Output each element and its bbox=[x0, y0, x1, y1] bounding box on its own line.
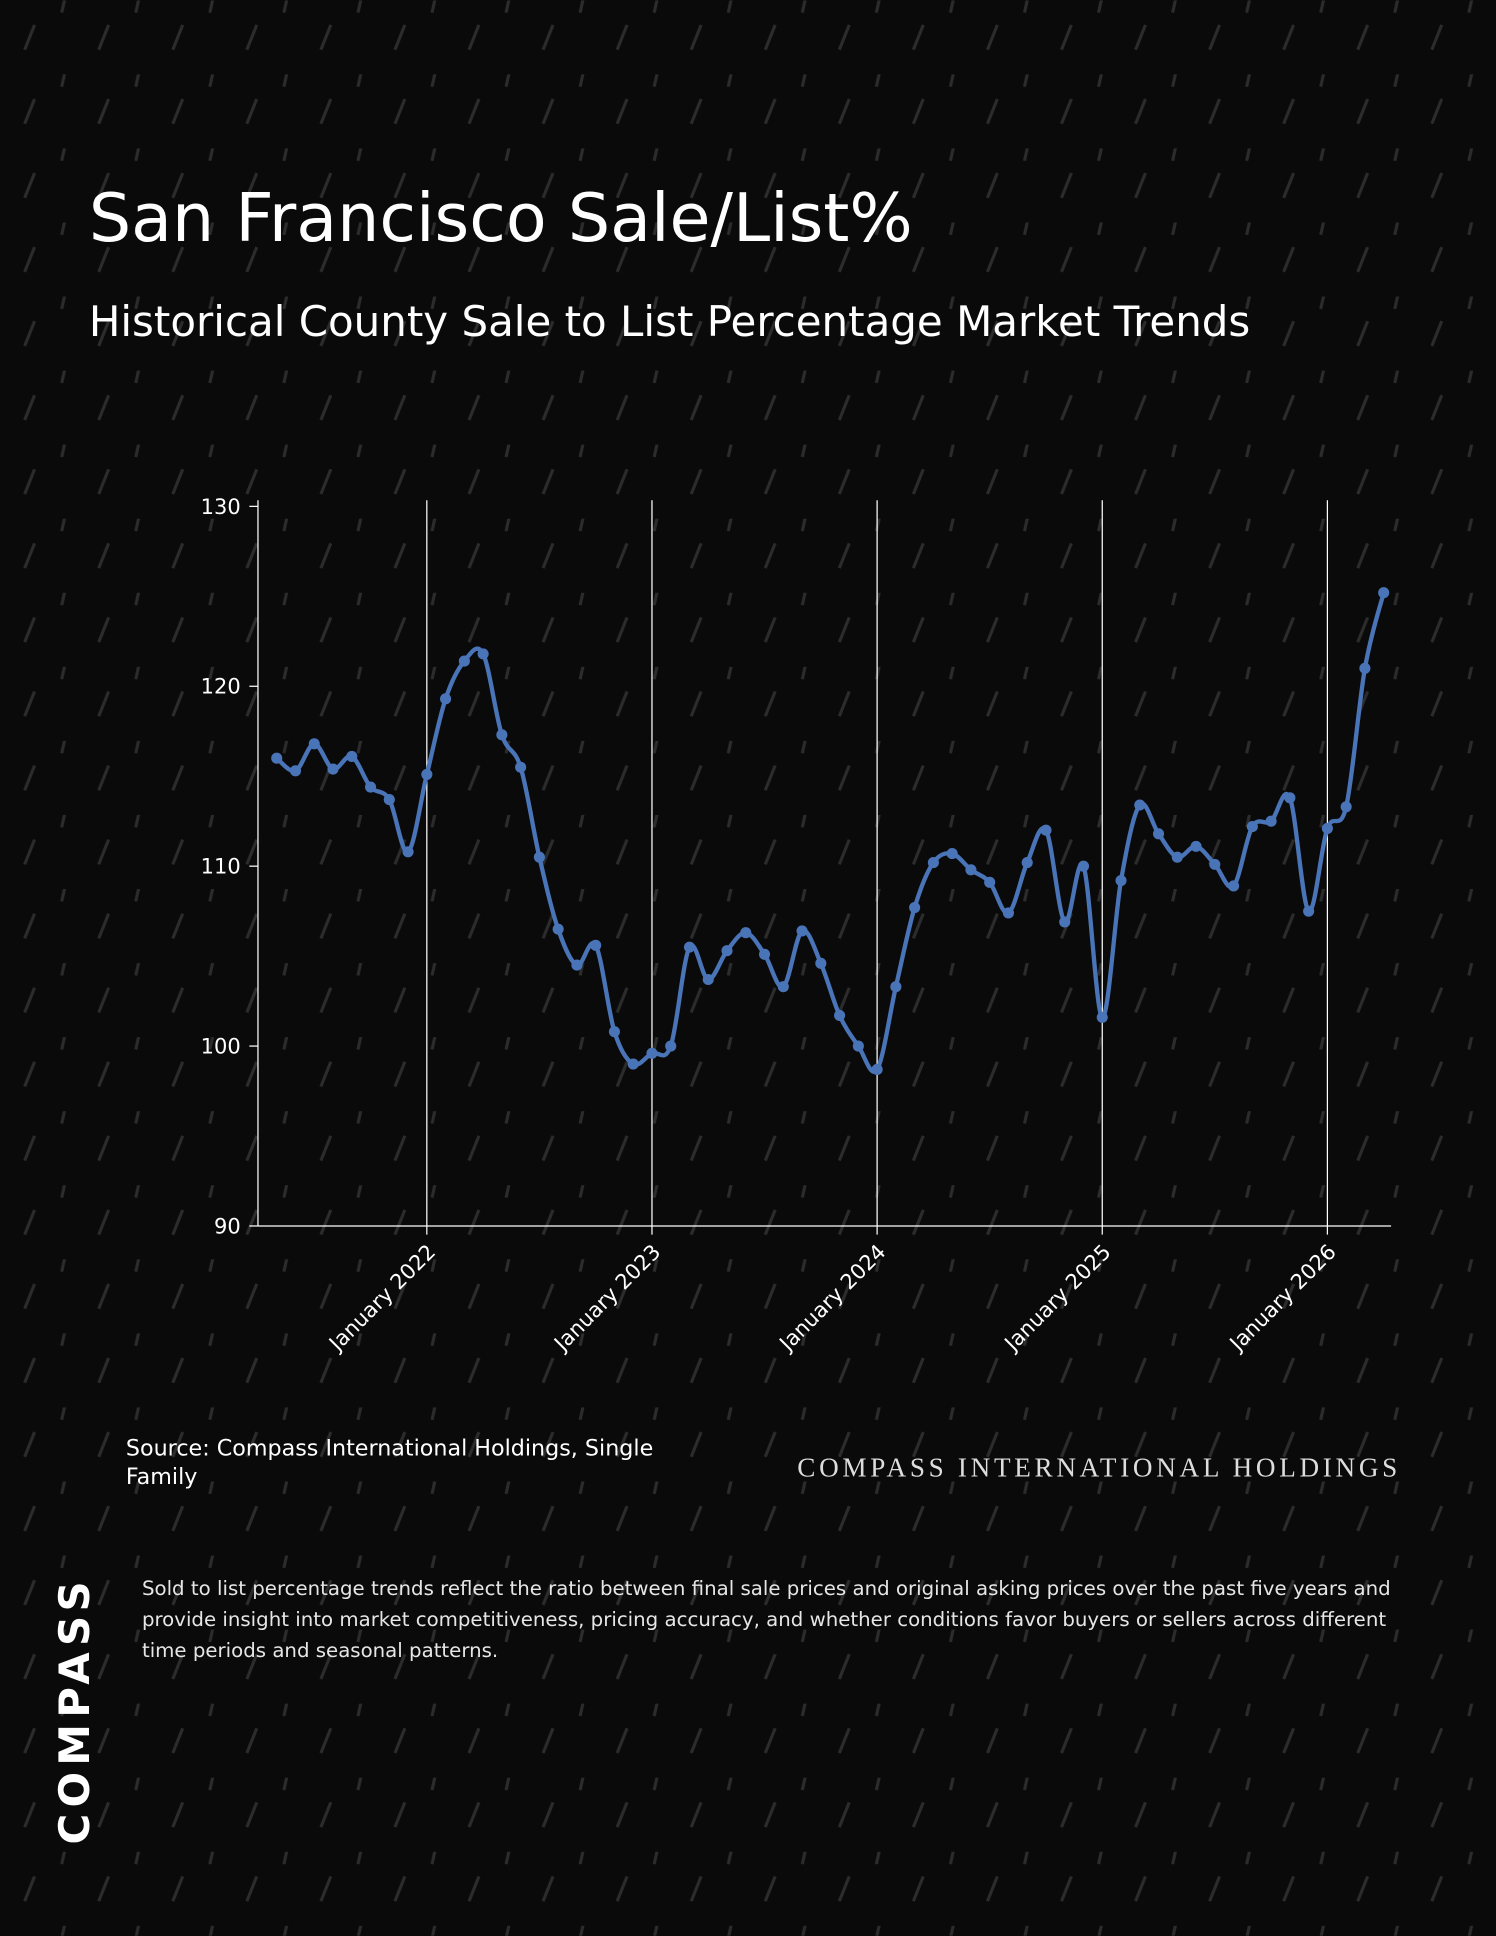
point bbox=[777, 981, 789, 993]
point bbox=[421, 768, 433, 780]
point bbox=[984, 876, 996, 888]
point bbox=[1115, 875, 1127, 887]
point bbox=[1359, 662, 1371, 674]
point bbox=[740, 927, 752, 939]
point bbox=[946, 848, 958, 860]
point bbox=[1059, 916, 1071, 928]
point bbox=[909, 901, 921, 914]
point bbox=[1340, 801, 1352, 813]
point bbox=[383, 794, 395, 806]
description: Sold to list percentage trends reflect t… bbox=[141, 1576, 1391, 1662]
point bbox=[364, 781, 377, 793]
source-box: Source: Compass International Holdings, … bbox=[125, 1435, 654, 1491]
point bbox=[1303, 905, 1315, 917]
point bbox=[702, 973, 714, 986]
point bbox=[552, 923, 564, 935]
point bbox=[590, 939, 602, 951]
y-tick-label: 90 bbox=[214, 1214, 241, 1238]
point bbox=[496, 729, 508, 741]
point bbox=[627, 1058, 639, 1070]
point bbox=[1265, 815, 1277, 827]
point bbox=[515, 761, 527, 773]
point bbox=[346, 750, 358, 762]
point bbox=[533, 851, 545, 863]
point bbox=[1152, 828, 1165, 840]
point bbox=[758, 948, 771, 960]
point bbox=[1171, 851, 1183, 863]
point bbox=[1077, 860, 1090, 872]
y-tick-label: 110 bbox=[201, 855, 241, 879]
source: Source: Compass International Holdings, … bbox=[125, 1435, 654, 1491]
point bbox=[871, 1063, 883, 1076]
logo: COMPASS bbox=[50, 1575, 99, 1844]
point bbox=[402, 846, 414, 858]
point bbox=[834, 1009, 846, 1022]
point bbox=[1284, 792, 1296, 804]
point bbox=[1021, 857, 1033, 869]
point bbox=[852, 1040, 864, 1052]
point bbox=[1378, 587, 1390, 599]
point bbox=[1096, 1011, 1108, 1023]
point bbox=[721, 945, 733, 957]
y-tick-label: 130 bbox=[201, 495, 241, 519]
point bbox=[327, 763, 339, 775]
point bbox=[477, 648, 489, 660]
point bbox=[608, 1026, 621, 1038]
point bbox=[927, 857, 939, 869]
point bbox=[1246, 821, 1258, 833]
y-tick-label: 100 bbox=[201, 1034, 241, 1058]
point bbox=[1040, 824, 1052, 836]
point bbox=[796, 925, 808, 937]
point bbox=[571, 959, 583, 971]
point bbox=[890, 981, 902, 993]
point bbox=[308, 738, 320, 750]
point bbox=[1190, 840, 1202, 852]
point bbox=[440, 693, 452, 705]
point bbox=[1002, 907, 1014, 919]
brand: COMPASS INTERNATIONAL HOLDINGS bbox=[797, 1453, 1401, 1483]
point bbox=[458, 655, 470, 667]
y-tick-label: 120 bbox=[201, 675, 241, 699]
point bbox=[665, 1040, 677, 1052]
point bbox=[289, 765, 302, 777]
chart-subtitle: Historical County Sale to List Percentag… bbox=[89, 297, 1250, 346]
description-box: Sold to list percentage trends reflect t… bbox=[141, 1576, 1391, 1662]
point bbox=[965, 864, 977, 876]
point bbox=[1134, 799, 1146, 811]
point bbox=[646, 1047, 658, 1059]
point bbox=[815, 957, 827, 969]
point bbox=[683, 941, 696, 953]
point bbox=[1228, 880, 1240, 892]
chart-title: San Francisco Sale/List% bbox=[89, 179, 913, 257]
point bbox=[1209, 858, 1221, 870]
point bbox=[1321, 822, 1333, 834]
point bbox=[271, 752, 283, 764]
